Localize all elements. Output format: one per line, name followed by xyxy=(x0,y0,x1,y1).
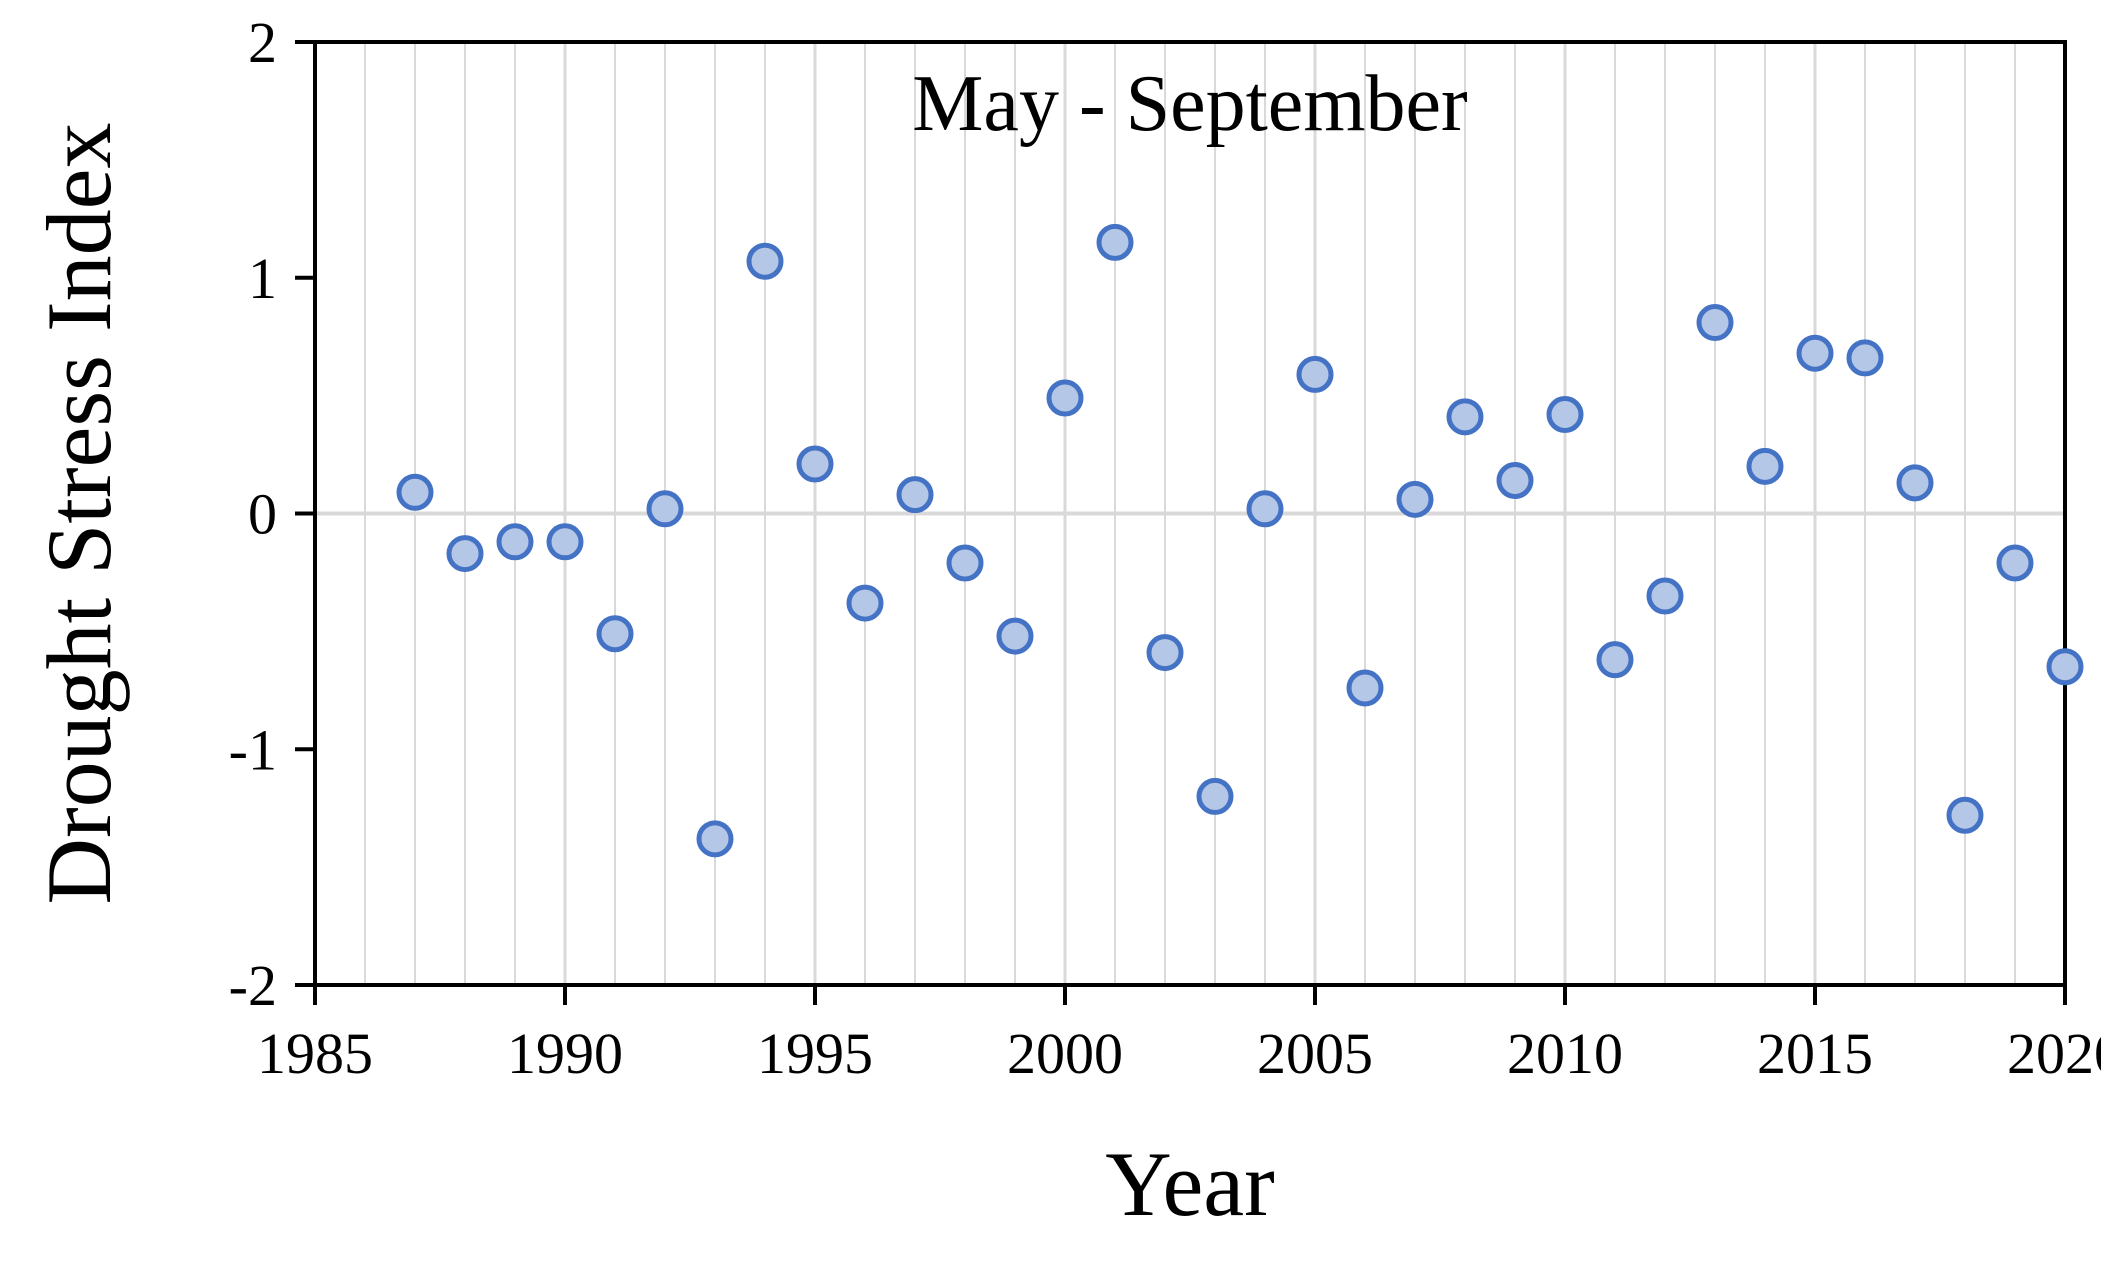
data-point-1993 xyxy=(696,820,734,858)
data-points xyxy=(396,223,2084,858)
data-point-1989 xyxy=(496,523,534,561)
x-tick-label: 2015 xyxy=(1757,1021,1873,1086)
data-point-2011 xyxy=(1596,641,1634,679)
x-tick-label: 2005 xyxy=(1257,1021,1373,1086)
data-point-2013 xyxy=(1696,304,1734,342)
x-tick-label: 1995 xyxy=(757,1021,873,1086)
y-tick-label: -2 xyxy=(229,953,277,1018)
data-point-2017 xyxy=(1896,464,1934,502)
x-tick-label: 2010 xyxy=(1507,1021,1623,1086)
data-point-2010 xyxy=(1546,395,1584,433)
data-point-1991 xyxy=(596,615,634,653)
data-point-2020 xyxy=(2046,648,2084,686)
x-axis-title: Year xyxy=(1105,1133,1275,1235)
data-point-2004 xyxy=(1246,490,1284,528)
y-tick-label: 0 xyxy=(248,482,277,547)
data-point-1988 xyxy=(446,535,484,573)
y-axis-title: Drought Stress Index xyxy=(28,123,130,905)
data-point-1992 xyxy=(646,490,684,528)
data-point-1987 xyxy=(396,473,434,511)
data-point-1997 xyxy=(896,476,934,514)
data-point-1999 xyxy=(996,617,1034,655)
data-point-2015 xyxy=(1796,334,1834,372)
data-point-1995 xyxy=(796,445,834,483)
data-point-2003 xyxy=(1196,777,1234,815)
data-point-2006 xyxy=(1346,669,1384,707)
data-point-1994 xyxy=(746,242,784,280)
data-point-1990 xyxy=(546,523,584,561)
chart-title: May - September xyxy=(912,60,1467,148)
y-tick-label: -1 xyxy=(229,717,277,782)
x-tick-label: 2000 xyxy=(1007,1021,1123,1086)
data-point-2007 xyxy=(1396,480,1434,518)
data-point-2001 xyxy=(1096,223,1134,261)
x-tick-label: 1985 xyxy=(257,1021,373,1086)
data-point-1998 xyxy=(946,544,984,582)
data-point-2014 xyxy=(1746,447,1784,485)
data-point-2005 xyxy=(1296,355,1334,393)
data-point-2019 xyxy=(1996,544,2034,582)
data-point-2002 xyxy=(1146,634,1184,672)
y-tick-label: 2 xyxy=(248,10,277,75)
data-point-2008 xyxy=(1446,398,1484,436)
data-point-1996 xyxy=(846,584,884,622)
data-point-2009 xyxy=(1496,461,1534,499)
data-point-2000 xyxy=(1046,379,1084,417)
data-point-2016 xyxy=(1846,339,1884,377)
y-tick-label: 1 xyxy=(248,246,277,311)
data-point-2018 xyxy=(1946,796,1984,834)
data-point-2012 xyxy=(1646,577,1684,615)
x-tick-label: 2020 xyxy=(2007,1021,2101,1086)
x-tick-label: 1990 xyxy=(507,1021,623,1086)
